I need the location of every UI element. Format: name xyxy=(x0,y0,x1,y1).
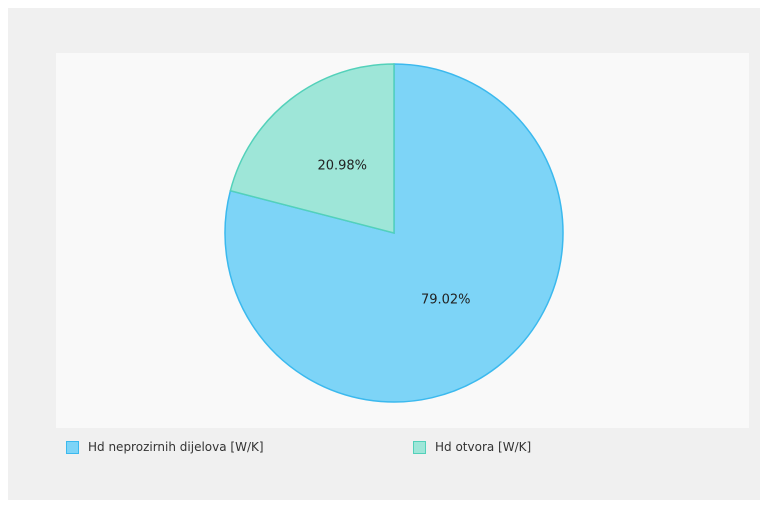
legend-item-otvori[interactable]: Hd otvora [W/K] xyxy=(413,437,531,457)
slice-label-neprozirni: 79.02% xyxy=(421,292,471,307)
legend-item-neprozirni[interactable]: Hd neprozirnih dijelova [W/K] xyxy=(66,437,264,457)
legend-swatch-neprozirni xyxy=(66,440,79,454)
pie-slice-neprozirni[interactable] xyxy=(224,63,564,403)
legend-swatch-otvori xyxy=(413,440,426,454)
legend-label-neprozirni: Hd neprozirnih dijelova [W/K] xyxy=(88,440,264,454)
legend-label-otvori: Hd otvora [W/K] xyxy=(435,440,532,454)
slice-label-otvori: 20.98% xyxy=(317,159,367,174)
pie-slice-otvori[interactable] xyxy=(229,63,395,234)
